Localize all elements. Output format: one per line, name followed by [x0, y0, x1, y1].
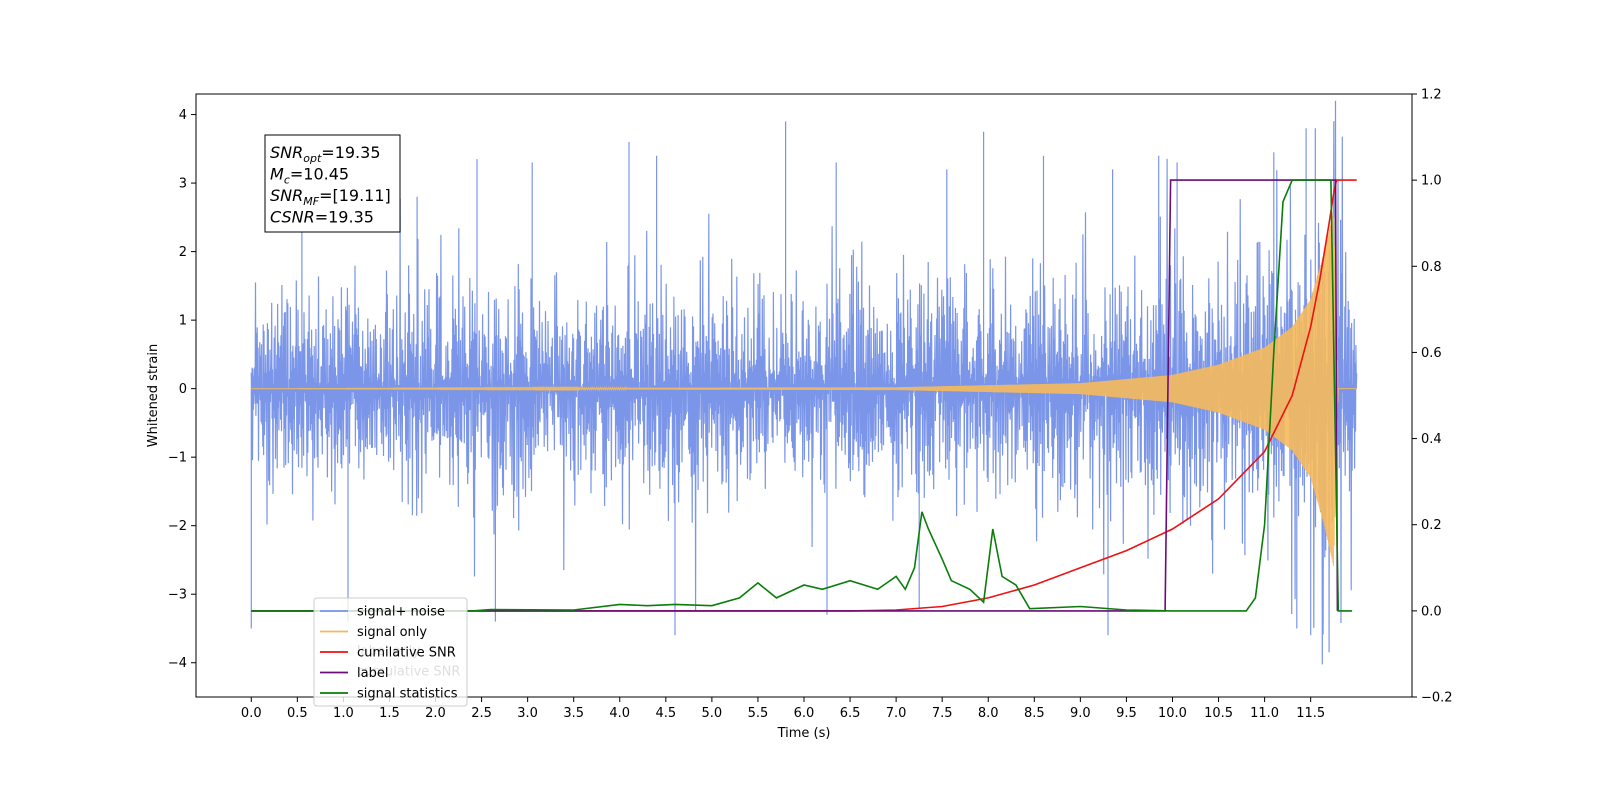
x-tick-label: 11.5: [1296, 706, 1325, 721]
x-axis: 0.0 0.5 1.0 1.5 2.0 2.5 3.0 3.5 4.0 4.5 5.0 5.5 6.0 6…: [241, 697, 1325, 721]
x-tick-label: 2.5: [471, 706, 492, 721]
y-tick-label: −2: [168, 519, 187, 534]
legend-label: signal+ noise: [357, 605, 445, 620]
y2-tick-label: 0.4: [1421, 432, 1442, 447]
x-tick-label: 6.0: [794, 706, 815, 721]
x-tick-label: 0.0: [241, 706, 262, 721]
x-tick-label: 8.0: [978, 706, 999, 721]
y2-tick-label: −0.2: [1421, 691, 1453, 706]
y2-tick-label: 0.0: [1421, 604, 1442, 619]
y-axis-right: 1.2 1.0 0.8 0.6 0.4 0.2 0.0 −0.2: [1412, 88, 1453, 706]
legend-ghost-label: cumulative SNR: [357, 665, 460, 680]
legend-label: label: [357, 666, 388, 681]
series-line-signal-noise: [250, 100, 1358, 665]
x-tick-label: 1.0: [333, 706, 354, 721]
x-tick-label: 10.5: [1204, 706, 1233, 721]
y-tick-label: −1: [168, 451, 187, 466]
y2-tick-label: 1.0: [1421, 174, 1442, 189]
stats-annotation-box: SNRopt=19.35Mc=10.45SNRMF=[19.11]CSNR=19…: [264, 134, 401, 233]
y-tick-label: 0: [179, 382, 187, 397]
legend-label: signal statistics: [357, 687, 458, 702]
x-tick-label: 3.5: [563, 706, 584, 721]
y2-tick-label: 0.8: [1421, 260, 1442, 275]
x-tick-label: 3.0: [517, 706, 538, 721]
stats-line: Mc=10.45: [270, 165, 349, 187]
y-tick-label: −4: [168, 656, 187, 671]
x-tick-label: 9.5: [1116, 706, 1137, 721]
series-line-signal-statistics: [251, 179, 1353, 612]
x-tick-label: 7.0: [886, 706, 907, 721]
y-tick-label: 2: [179, 245, 187, 260]
y-tick-label: −3: [168, 588, 187, 603]
y2-tick-label: 0.6: [1421, 346, 1442, 361]
stats-line: CSNR=19.35: [270, 208, 374, 227]
series-line-cumilative-snr: [251, 179, 1357, 612]
y-axis-label: Whitened strain: [146, 344, 161, 447]
x-tick-label: 5.5: [748, 706, 769, 721]
series-line-signal-only: [251, 212, 1357, 567]
x-tick-label: 2.0: [425, 706, 446, 721]
legend-label: signal only: [357, 625, 427, 640]
y-tick-label: 3: [179, 177, 187, 192]
x-tick-label: 8.5: [1024, 706, 1045, 721]
x-tick-label: 10.0: [1158, 706, 1187, 721]
stats-line: SNRMF=[19.11]: [270, 186, 391, 208]
legend-label: cumilative SNR: [357, 646, 456, 661]
series-layer: [250, 100, 1358, 665]
series-line-label: [251, 179, 1339, 612]
stats-box-frame: [264, 134, 401, 233]
legend: label only cumulative SNR signal+ noise sig…: [313, 597, 468, 707]
legend-frame: [313, 597, 468, 707]
y-tick-label: 1: [179, 314, 187, 329]
y2-tick-label: 1.2: [1421, 88, 1442, 103]
x-tick-label: 9.0: [1070, 706, 1091, 721]
x-axis-label: Time (s): [777, 726, 831, 741]
x-tick-label: 4.0: [609, 706, 630, 721]
x-tick-label: 1.5: [379, 706, 400, 721]
y-tick-label: 4: [179, 108, 187, 123]
x-tick-label: 11.0: [1250, 706, 1279, 721]
x-tick-label: 7.5: [932, 706, 953, 721]
legend-ghost-label: label only: [357, 644, 420, 659]
x-tick-label: 0.5: [287, 706, 308, 721]
x-tick-label: 6.5: [840, 706, 861, 721]
y2-tick-label: 0.2: [1421, 518, 1442, 533]
x-tick-label: 4.5: [655, 706, 676, 721]
x-tick-label: 5.0: [702, 706, 723, 721]
y-axis-left: 4 3 2 1 0 −1 −2 −3 −4: [168, 108, 196, 671]
stats-line: SNRopt=19.35: [270, 143, 381, 165]
